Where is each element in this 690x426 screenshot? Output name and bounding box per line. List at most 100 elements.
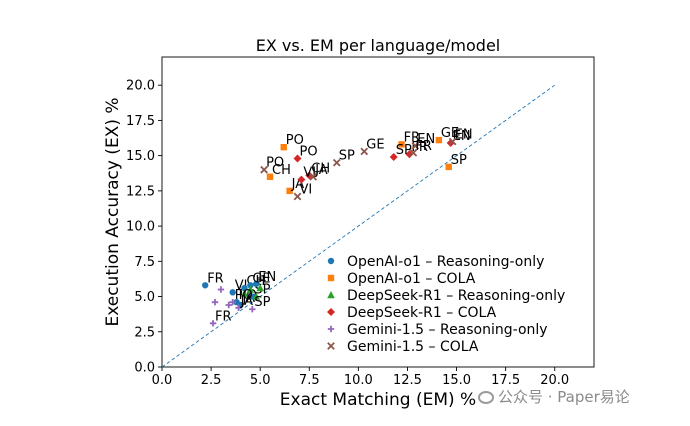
data-point xyxy=(309,172,318,181)
data-point xyxy=(305,171,314,180)
point-label: SP xyxy=(254,295,270,310)
data-point xyxy=(229,298,236,306)
data-point xyxy=(246,285,255,293)
legend-marker xyxy=(327,342,335,350)
watermark-text: 公众号 · Paper易论 xyxy=(498,388,630,406)
legend-marker xyxy=(327,308,335,316)
chart-title: EX vs. EM per language/model xyxy=(256,36,501,55)
plot-area: 0.0 2.5 5.0 7.5 10.0 12.5 15.0 17.5 20.0 0.0 2.5 5.… xyxy=(126,56,595,388)
x-tick-label: 0.0 xyxy=(152,373,173,388)
point-label: FR xyxy=(404,130,421,145)
wechat-icon xyxy=(478,391,494,404)
point-label: PO xyxy=(266,156,284,171)
y-axis-label: Execution Accuracy (EX) % xyxy=(103,97,123,326)
point-label: CH xyxy=(272,163,291,178)
data-point xyxy=(209,320,217,327)
watermark: 公众号 · Paper易论 xyxy=(478,386,630,407)
y-tick-label: 17.5 xyxy=(126,114,155,129)
point-label: FR xyxy=(215,309,232,324)
x-axis-label: Exact Matching (EM) % xyxy=(280,390,476,410)
data-point xyxy=(360,147,369,156)
data-point xyxy=(247,282,254,289)
point-label: FR xyxy=(415,139,432,154)
x-tick-label: 5.0 xyxy=(250,373,271,388)
point-label: GE xyxy=(441,126,459,141)
legend-label: OpenAI-o1 – COLA xyxy=(347,271,476,287)
y-tick-label: 5.0 xyxy=(134,290,155,305)
y-tick-label: 7.5 xyxy=(134,255,155,270)
data-point xyxy=(202,282,209,289)
data-point xyxy=(217,286,225,293)
y-tick-label: 10.0 xyxy=(126,220,155,235)
data-point xyxy=(297,175,306,184)
data-point xyxy=(252,292,261,300)
y-tick-label: 2.5 xyxy=(134,325,155,340)
legend-label: OpenAI-o1 – Reasoning-only xyxy=(347,254,544,270)
data-point xyxy=(280,143,287,151)
legend-marker xyxy=(327,257,335,265)
data-point xyxy=(293,154,302,163)
point-label: PO xyxy=(286,133,304,148)
legend-marker xyxy=(327,274,335,282)
data-point xyxy=(286,187,293,195)
legend-label: Gemini-1.5 – COLA xyxy=(347,339,479,355)
point-label: EN xyxy=(455,128,473,143)
data-point xyxy=(409,148,418,157)
data-point xyxy=(398,141,405,148)
point-label: GE xyxy=(366,137,384,152)
data-point xyxy=(229,289,236,296)
point-label: EN xyxy=(417,132,435,147)
data-point xyxy=(256,284,264,292)
diagonal-reference-line xyxy=(161,84,555,368)
data-point xyxy=(405,150,414,159)
data-point xyxy=(260,165,268,174)
data-point xyxy=(266,173,274,180)
data-point xyxy=(445,163,452,171)
x-tick-label: 7.5 xyxy=(299,373,320,388)
x-tick-label: 2.5 xyxy=(201,373,222,388)
y-tick-label: 15.0 xyxy=(126,149,155,164)
x-tick-label: 12.5 xyxy=(393,373,422,388)
point-label: JA xyxy=(314,163,328,178)
data-point xyxy=(211,298,219,306)
data-point xyxy=(435,136,443,144)
data-point xyxy=(293,192,302,201)
point-label: VI xyxy=(299,183,312,198)
data-point xyxy=(411,141,420,150)
legend-marker xyxy=(327,291,335,299)
x-tick-label: 10.0 xyxy=(344,373,373,388)
legend-label: DeepSeek-R1 – Reasoning-only xyxy=(347,288,565,304)
legend-label: DeepSeek-R1 – COLA xyxy=(347,305,497,321)
data-point xyxy=(235,304,242,312)
series-triangle xyxy=(240,284,264,300)
data-point xyxy=(240,289,249,297)
point-label: SP xyxy=(396,143,412,158)
plot-frame xyxy=(161,56,595,368)
point-label: GE xyxy=(252,271,270,286)
x-tick-label: 15.0 xyxy=(442,373,471,388)
point-label: JA xyxy=(240,294,254,309)
y-tick-label: 20.0 xyxy=(126,79,155,94)
data-point xyxy=(241,284,248,292)
data-point xyxy=(253,280,260,288)
point-label: PO xyxy=(299,144,317,159)
point-label: CH xyxy=(311,161,330,176)
data-point xyxy=(225,301,232,309)
point-label: FR xyxy=(207,271,224,286)
point-label: SP xyxy=(339,149,355,164)
legend-label: Gemini-1.5 – Reasoning-only xyxy=(347,322,548,338)
y-tick-label: 12.5 xyxy=(126,184,155,199)
x-tick-label: 17.5 xyxy=(491,373,520,388)
point-label: PO xyxy=(235,288,253,303)
data-point xyxy=(249,306,256,313)
point-label: EN xyxy=(453,129,471,144)
x-tick-label: 20.0 xyxy=(540,373,569,388)
point-label: EN xyxy=(258,270,276,285)
legend-marker xyxy=(327,325,335,333)
data-point xyxy=(389,153,398,162)
y-tick-label: 0.0 xyxy=(134,361,155,376)
